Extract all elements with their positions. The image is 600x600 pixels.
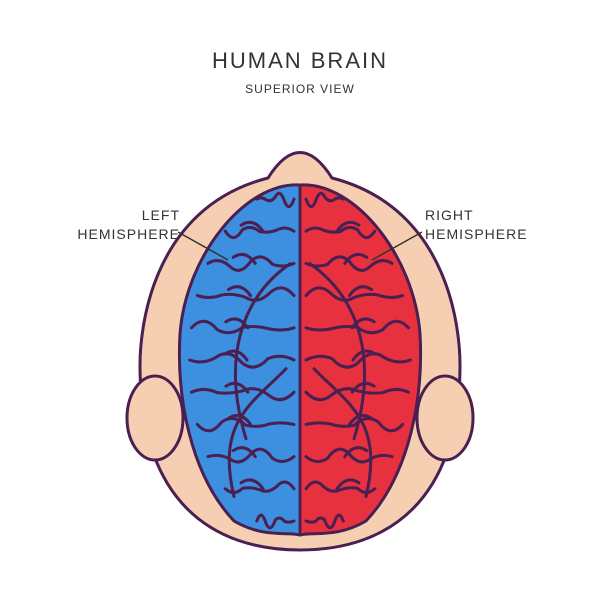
ear-left: [127, 376, 183, 460]
brain-svg: [0, 0, 600, 600]
ear-right: [417, 376, 473, 460]
brain-diagram: HUMAN BRAIN SUPERIOR VIEW LEFT HEMISPHER…: [0, 0, 600, 600]
